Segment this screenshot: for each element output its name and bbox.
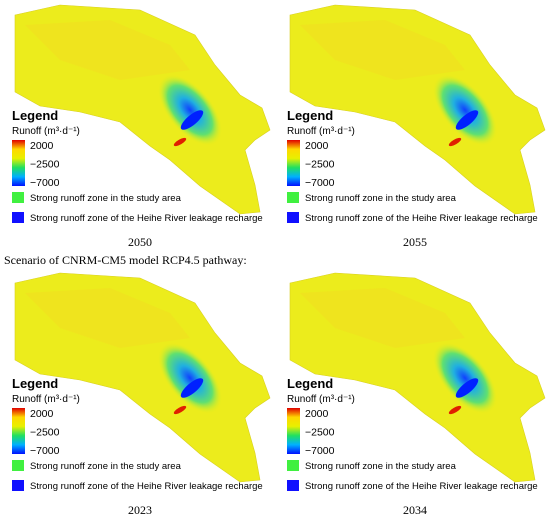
legend-item: Strong runoff zone in the study area — [30, 461, 182, 472]
color-bar-label: −7000 — [30, 177, 60, 189]
color-bar-label: 2000 — [30, 408, 54, 420]
color-bar — [287, 408, 300, 454]
legend-quantity: Runoff (m³·d⁻¹) — [12, 126, 80, 137]
legend-item: Strong runoff zone of the Heihe River le… — [30, 481, 263, 492]
scenario-heading: Scenario of CNRM-CM5 model RCP4.5 pathwa… — [4, 253, 247, 267]
legend-quantity: Runoff (m³·d⁻¹) — [287, 126, 355, 137]
color-bar-label: −7000 — [305, 445, 335, 457]
legend-swatch — [12, 192, 24, 203]
color-bar-label: −2500 — [305, 159, 335, 171]
legend-title: Legend — [287, 376, 333, 391]
legend-swatch — [12, 212, 24, 223]
panel-caption: 2023 — [128, 503, 152, 517]
legend-title: Legend — [287, 108, 333, 123]
map-panel: Legend Runoff (m³·d⁻¹) 2000 −2500 −7000 Stron… — [287, 5, 545, 249]
color-bar-label: 2000 — [30, 140, 54, 152]
color-bar-label: −2500 — [30, 159, 60, 171]
panel-caption: 2034 — [403, 503, 427, 517]
map-panel: Legend Runoff (m³·d⁻¹) 2000 −2500 −7000 Stron… — [287, 273, 545, 517]
map-panel: Legend Runoff (m³·d⁻¹) 2000 −2500 −7000 Stron… — [12, 273, 270, 517]
color-bar-label: −7000 — [305, 177, 335, 189]
color-bar — [12, 408, 25, 454]
legend-item: Strong runoff zone in the study area — [30, 193, 182, 204]
legend-item: Strong runoff zone of the Heihe River le… — [305, 213, 538, 224]
legend-item: Strong runoff zone of the Heihe River le… — [30, 213, 263, 224]
legend-swatch — [287, 480, 299, 491]
color-bar-label: 2000 — [305, 140, 329, 152]
legend-item: Strong runoff zone of the Heihe River le… — [305, 481, 538, 492]
legend-quantity: Runoff (m³·d⁻¹) — [12, 394, 80, 405]
color-bar-label: 2000 — [305, 408, 329, 420]
panel-caption: 2050 — [128, 235, 152, 249]
legend-item: Strong runoff zone in the study area — [305, 461, 457, 472]
legend-swatch — [287, 460, 299, 471]
color-bar-label: −2500 — [305, 427, 335, 439]
legend-swatch — [12, 480, 24, 491]
map-panel: Legend Runoff (m³·d⁻¹) 2000 −2500 −7000 Stron… — [12, 5, 270, 249]
legend-swatch — [287, 192, 299, 203]
legend-swatch — [287, 212, 299, 223]
legend-title: Legend — [12, 376, 58, 391]
color-bar-label: −7000 — [30, 445, 60, 457]
color-bar — [287, 140, 300, 186]
panel-caption: 2055 — [403, 235, 427, 249]
color-bar-label: −2500 — [30, 427, 60, 439]
legend-quantity: Runoff (m³·d⁻¹) — [287, 394, 355, 405]
legend-item: Strong runoff zone in the study area — [305, 193, 457, 204]
color-bar — [12, 140, 25, 186]
legend-title: Legend — [12, 108, 58, 123]
legend-swatch — [12, 460, 24, 471]
